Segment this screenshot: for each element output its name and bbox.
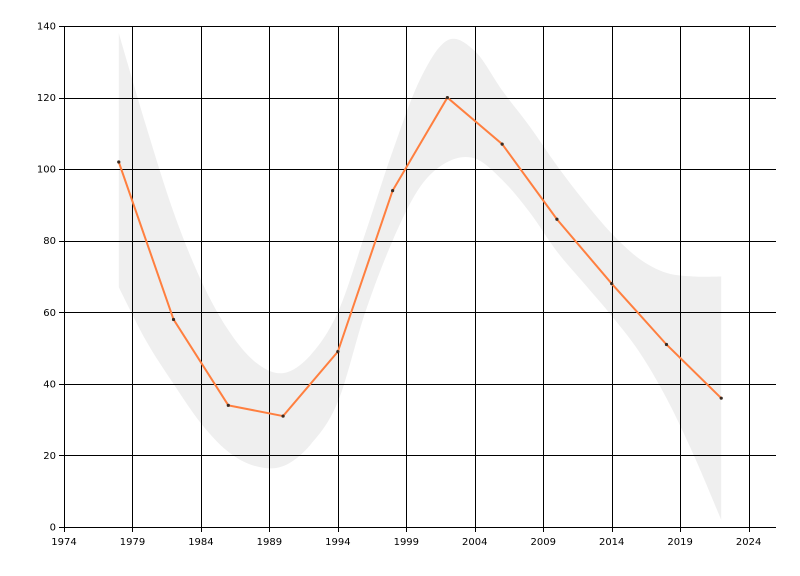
data-point	[610, 282, 614, 286]
series-line	[117, 96, 722, 418]
x-tick-label: 2019	[667, 537, 692, 548]
y-tick-label: 40	[43, 379, 56, 390]
y-tick-labels: 0 20 40 60 80 100 120 140	[37, 22, 56, 534]
x-tick-label: 2024	[736, 537, 761, 548]
confidence-band	[118, 33, 722, 520]
y-tick-label: 60	[43, 308, 56, 319]
y-tick-label: 140	[37, 22, 56, 33]
data-point	[555, 217, 559, 221]
x-tick-label: 1979	[120, 537, 145, 548]
data-point	[226, 403, 230, 407]
data-point	[500, 142, 504, 146]
y-tick-label: 100	[37, 165, 56, 176]
data-point	[117, 160, 121, 164]
x-tick-label: 2009	[531, 537, 556, 548]
data-point	[336, 350, 340, 354]
data-point	[171, 317, 176, 322]
y-tick-label: 20	[43, 451, 56, 462]
y-tick-label: 80	[43, 236, 56, 247]
confidence-band-layer	[118, 33, 722, 520]
x-tick-label: 1994	[325, 537, 350, 548]
data-point	[445, 95, 449, 100]
data-point	[281, 414, 285, 418]
x-tick-label: 1999	[394, 537, 419, 548]
x-tick-labels: 1974 1979 1984 1989 1994 1999 2004 2009 2014 2019…	[51, 537, 761, 548]
x-tick-label: 2014	[599, 537, 624, 548]
grid-layer	[59, 26, 776, 532]
x-tick-label: 1989	[257, 537, 282, 548]
x-tick-label: 1984	[188, 537, 213, 548]
data-point	[719, 396, 723, 400]
data-point	[664, 342, 669, 347]
x-tick-label: 1974	[51, 537, 76, 548]
x-tick-label: 2004	[462, 537, 487, 548]
y-tick-label: 0	[50, 523, 56, 534]
y-tick-label: 120	[37, 93, 56, 104]
series-layer	[117, 95, 723, 418]
data-point	[391, 189, 395, 193]
axis-layer	[59, 26, 776, 532]
